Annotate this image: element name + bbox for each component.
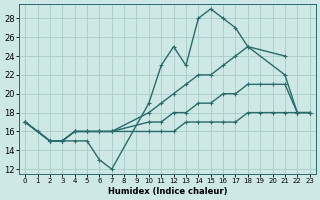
- X-axis label: Humidex (Indice chaleur): Humidex (Indice chaleur): [108, 187, 227, 196]
